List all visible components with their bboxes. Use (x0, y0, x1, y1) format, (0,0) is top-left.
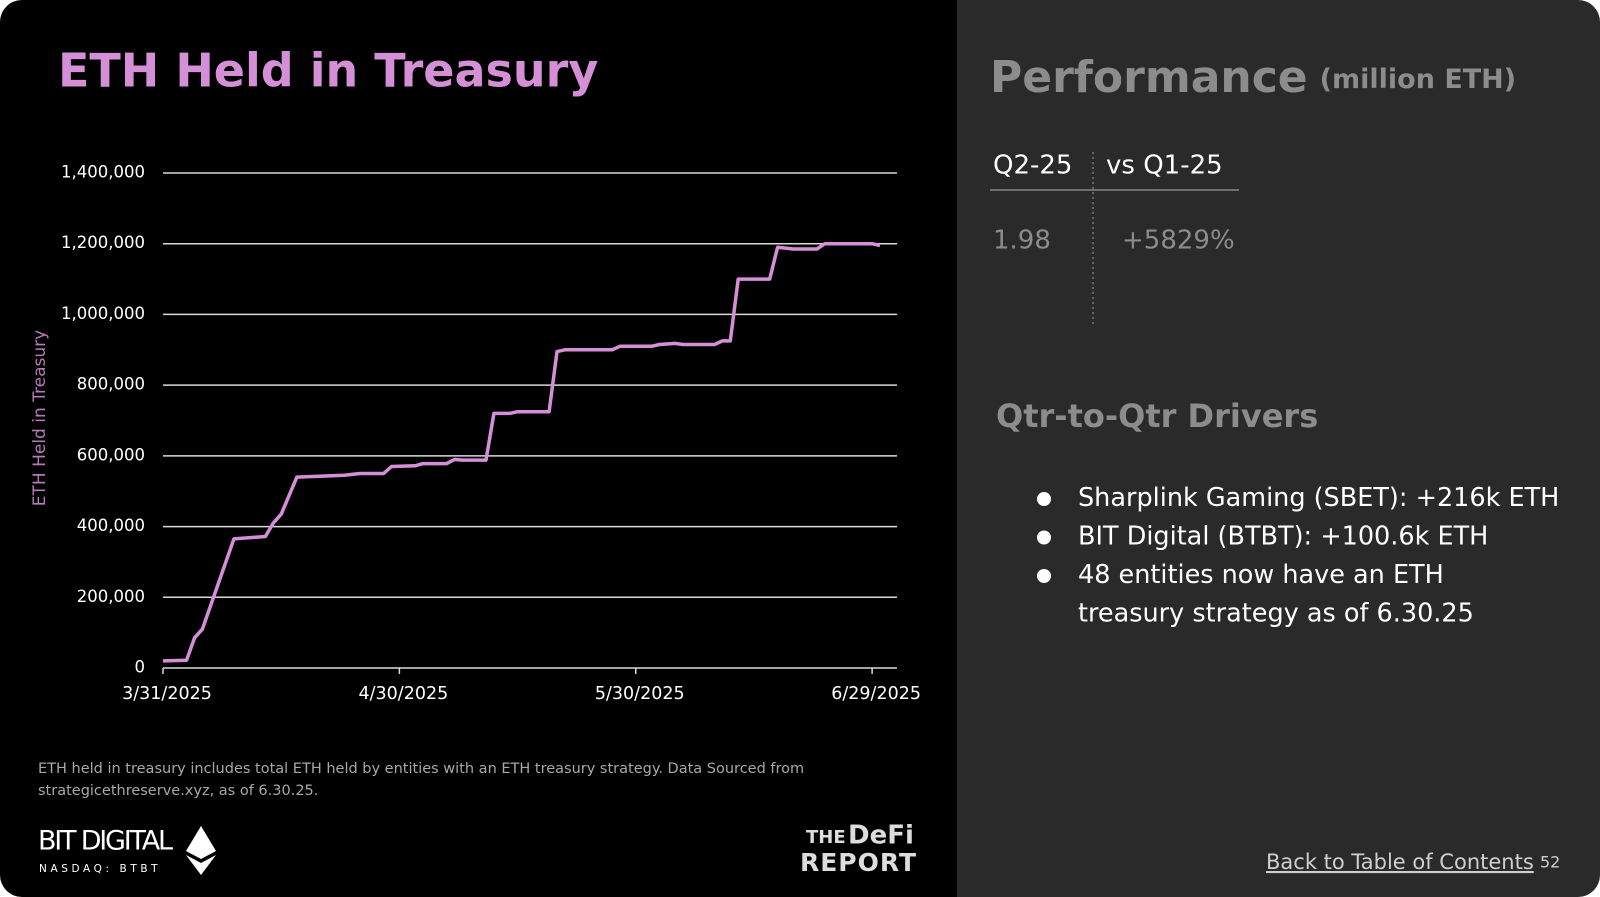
driver-text: 48 entities now have an ETH (1078, 560, 1444, 590)
x-tick-label: 5/30/2025 (595, 684, 685, 704)
bullet (1037, 530, 1051, 545)
logo-text: THE (806, 827, 846, 848)
y-tick-label: 400,000 (77, 516, 145, 535)
toc-link[interactable]: Back to Table of Contents (1266, 850, 1534, 874)
table-header: Q2-25 (993, 151, 1072, 181)
y-axis-label: ETH Held in Treasury (30, 330, 50, 506)
y-tick-label: 0 (135, 658, 146, 677)
y-tick-label: 200,000 (77, 587, 145, 606)
driver-text: BIT Digital (BTBT): +100.6k ETH (1078, 522, 1488, 552)
x-tick-label: 4/30/2025 (359, 684, 449, 704)
data-line (162, 241, 881, 663)
y-tick-label: 1,400,000 (61, 163, 145, 182)
table-header: vs Q1-25 (1106, 151, 1223, 181)
y-tick-label: 600,000 (77, 445, 145, 464)
y-tick-label: 800,000 (77, 375, 145, 394)
left-panel (0, 0, 957, 897)
footnote: strategicethreserve.xyz, as of 6.30.25. (38, 783, 318, 799)
driver-text: Sharplink Gaming (SBET): +216k ETH (1078, 483, 1559, 513)
table-cell: 1.98 (993, 226, 1051, 256)
y-tick-label: 1,200,000 (61, 233, 145, 252)
page-number: 52 (1540, 853, 1560, 872)
right-panel (957, 0, 1600, 897)
eth-icon (186, 826, 216, 875)
x-tick-label: 3/31/2025 (122, 684, 212, 704)
bullet (1037, 492, 1051, 506)
footnote: ETH held in treasury includes total ETH … (38, 761, 804, 777)
chart-title: ETH Held in Treasury (58, 44, 598, 98)
driver-text: treasury strategy as of 6.30.25 (1078, 599, 1474, 629)
panel-title: Performance (million ETH) (990, 52, 1516, 103)
bullet (1037, 569, 1051, 583)
y-tick-label: 1,000,000 (61, 304, 145, 323)
x-tick-label: 6/29/2025 (831, 684, 921, 704)
table-cell: +5829% (1122, 226, 1235, 256)
logo-text: BIT DIGITAL (38, 826, 173, 857)
logo-text: DeFi (848, 821, 914, 851)
logo-subtext: NASDAQ: BTBT (39, 863, 161, 875)
logo-text: REPORT (800, 848, 916, 877)
section-title: Qtr-to-Qtr Drivers (996, 397, 1318, 435)
